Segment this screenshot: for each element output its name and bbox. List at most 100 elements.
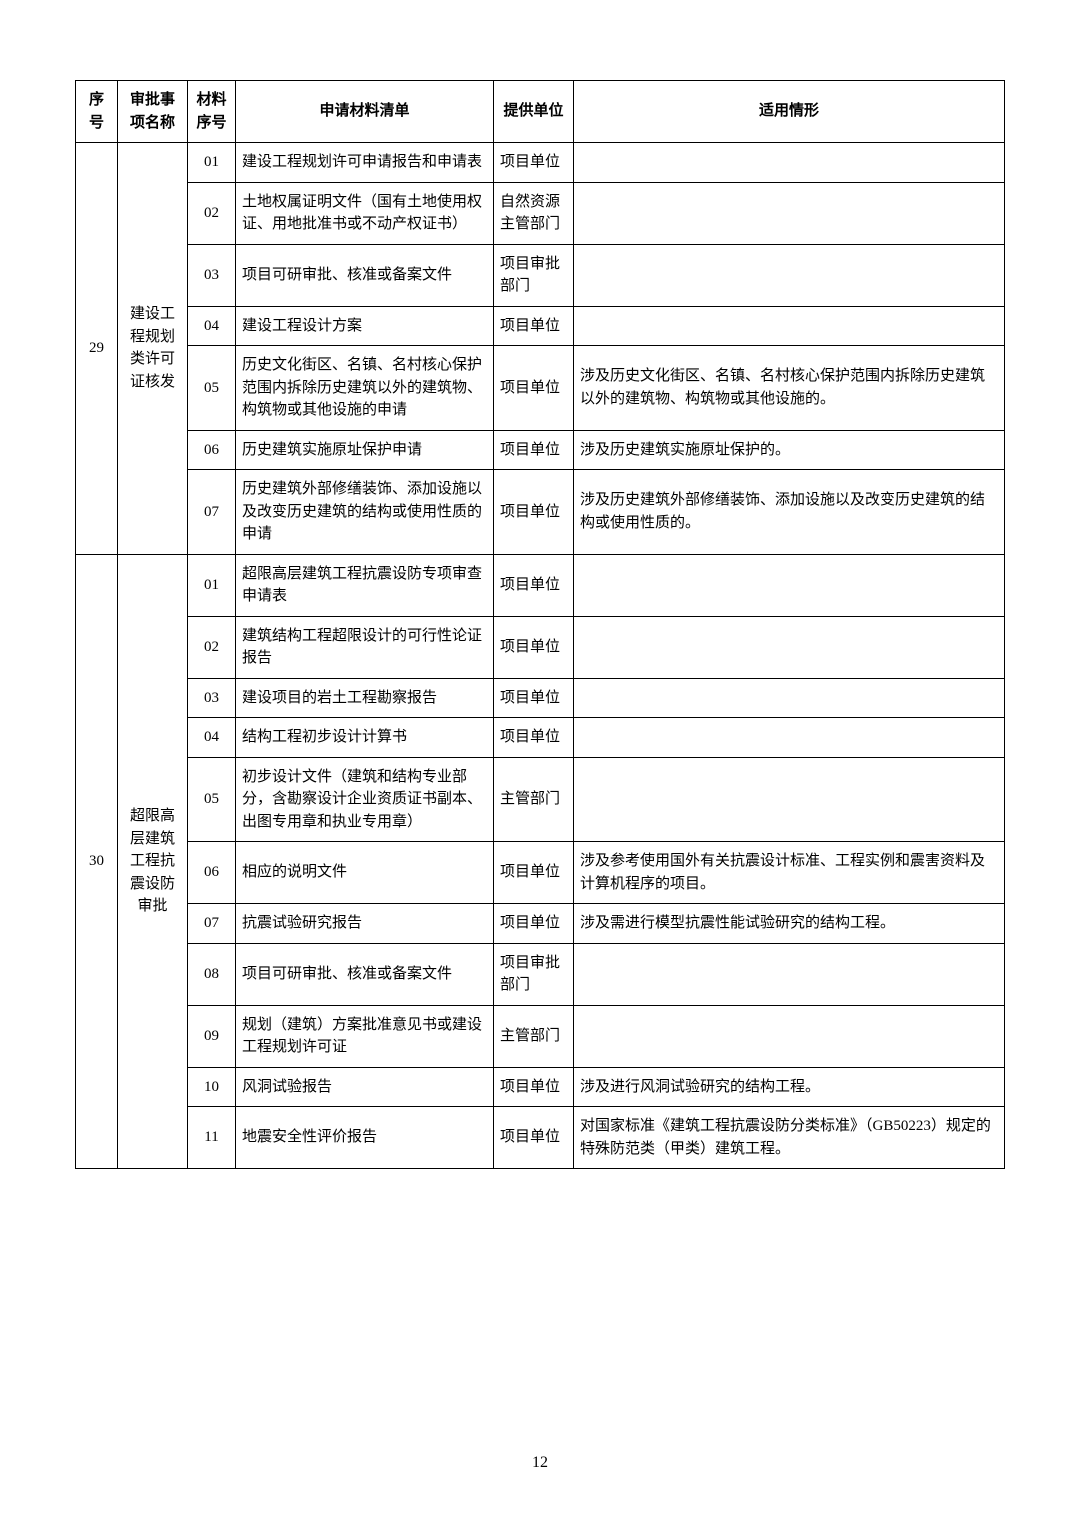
cell-matseq: 04 bbox=[188, 718, 236, 758]
approval-materials-table: 序号 审批事项名称 材料序号 申请材料清单 提供单位 适用情形 29建设工程规划… bbox=[75, 80, 1005, 1169]
cell-matseq: 04 bbox=[188, 306, 236, 346]
table-row: 02建筑结构工程超限设计的可行性论证报告项目单位 bbox=[76, 616, 1005, 678]
cell-unit: 项目单位 bbox=[494, 904, 574, 944]
header-seq: 序号 bbox=[76, 81, 118, 143]
cell-list: 初步设计文件（建筑和结构专业部分，含勘察设计企业资质证书副本、出图专用章和执业专… bbox=[236, 757, 494, 842]
cell-apply bbox=[574, 143, 1005, 183]
cell-unit: 项目审批部门 bbox=[494, 943, 574, 1005]
cell-matseq: 11 bbox=[188, 1107, 236, 1169]
table-row: 07抗震试验研究报告项目单位涉及需进行模型抗震性能试验研究的结构工程。 bbox=[76, 904, 1005, 944]
table-row: 03项目可研审批、核准或备案文件项目审批部门 bbox=[76, 244, 1005, 306]
table-row: 08项目可研审批、核准或备案文件项目审批部门 bbox=[76, 943, 1005, 1005]
cell-list: 项目可研审批、核准或备案文件 bbox=[236, 943, 494, 1005]
cell-matseq: 02 bbox=[188, 616, 236, 678]
cell-list: 建设工程规划许可申请报告和申请表 bbox=[236, 143, 494, 183]
table-row: 03建设项目的岩土工程勘察报告项目单位 bbox=[76, 678, 1005, 718]
cell-seq: 30 bbox=[76, 554, 118, 1169]
table-row: 07历史建筑外部修缮装饰、添加设施以及改变历史建筑的结构或使用性质的申请项目单位… bbox=[76, 470, 1005, 555]
cell-unit: 项目单位 bbox=[494, 306, 574, 346]
cell-list: 历史建筑外部修缮装饰、添加设施以及改变历史建筑的结构或使用性质的申请 bbox=[236, 470, 494, 555]
table-row: 29建设工程规划类许可证核发01建设工程规划许可申请报告和申请表项目单位 bbox=[76, 143, 1005, 183]
cell-matseq: 07 bbox=[188, 470, 236, 555]
cell-list: 历史文化街区、名镇、名村核心保护范围内拆除历史建筑以外的建筑物、构筑物或其他设施… bbox=[236, 346, 494, 431]
cell-unit: 项目单位 bbox=[494, 1067, 574, 1107]
header-apply: 适用情形 bbox=[574, 81, 1005, 143]
cell-matseq: 01 bbox=[188, 554, 236, 616]
cell-list: 建筑结构工程超限设计的可行性论证报告 bbox=[236, 616, 494, 678]
cell-unit: 项目单位 bbox=[494, 470, 574, 555]
cell-apply bbox=[574, 554, 1005, 616]
cell-list: 相应的说明文件 bbox=[236, 842, 494, 904]
cell-matseq: 03 bbox=[188, 244, 236, 306]
cell-matseq: 07 bbox=[188, 904, 236, 944]
cell-list: 项目可研审批、核准或备案文件 bbox=[236, 244, 494, 306]
cell-unit: 项目单位 bbox=[494, 678, 574, 718]
cell-unit: 项目单位 bbox=[494, 718, 574, 758]
cell-unit: 主管部门 bbox=[494, 1005, 574, 1067]
cell-list: 地震安全性评价报告 bbox=[236, 1107, 494, 1169]
table-row: 02土地权属证明文件（国有土地使用权证、用地批准书或不动产权证书）自然资源主管部… bbox=[76, 182, 1005, 244]
table-row: 05初步设计文件（建筑和结构专业部分，含勘察设计企业资质证书副本、出图专用章和执… bbox=[76, 757, 1005, 842]
cell-apply: 涉及进行风洞试验研究的结构工程。 bbox=[574, 1067, 1005, 1107]
table-row: 06历史建筑实施原址保护申请项目单位涉及历史建筑实施原址保护的。 bbox=[76, 430, 1005, 470]
cell-matseq: 06 bbox=[188, 842, 236, 904]
cell-item: 超限高层建筑工程抗震设防审批 bbox=[118, 554, 188, 1169]
header-unit: 提供单位 bbox=[494, 81, 574, 143]
cell-unit: 项目单位 bbox=[494, 842, 574, 904]
cell-list: 抗震试验研究报告 bbox=[236, 904, 494, 944]
cell-list: 规划（建筑）方案批准意见书或建设工程规划许可证 bbox=[236, 1005, 494, 1067]
cell-apply bbox=[574, 943, 1005, 1005]
table-row: 06相应的说明文件项目单位涉及参考使用国外有关抗震设计标准、工程实例和震害资料及… bbox=[76, 842, 1005, 904]
table-row: 10风洞试验报告项目单位涉及进行风洞试验研究的结构工程。 bbox=[76, 1067, 1005, 1107]
cell-apply bbox=[574, 244, 1005, 306]
cell-list: 历史建筑实施原址保护申请 bbox=[236, 430, 494, 470]
cell-apply: 涉及历史建筑实施原址保护的。 bbox=[574, 430, 1005, 470]
cell-list: 结构工程初步设计计算书 bbox=[236, 718, 494, 758]
cell-unit: 主管部门 bbox=[494, 757, 574, 842]
table-header-row: 序号 审批事项名称 材料序号 申请材料清单 提供单位 适用情形 bbox=[76, 81, 1005, 143]
cell-matseq: 06 bbox=[188, 430, 236, 470]
table-row: 04结构工程初步设计计算书项目单位 bbox=[76, 718, 1005, 758]
cell-matseq: 08 bbox=[188, 943, 236, 1005]
cell-apply bbox=[574, 182, 1005, 244]
header-item: 审批事项名称 bbox=[118, 81, 188, 143]
cell-matseq: 10 bbox=[188, 1067, 236, 1107]
cell-unit: 项目单位 bbox=[494, 616, 574, 678]
cell-matseq: 03 bbox=[188, 678, 236, 718]
table-row: 05历史文化街区、名镇、名村核心保护范围内拆除历史建筑以外的建筑物、构筑物或其他… bbox=[76, 346, 1005, 431]
cell-matseq: 09 bbox=[188, 1005, 236, 1067]
cell-list: 建设工程设计方案 bbox=[236, 306, 494, 346]
cell-apply bbox=[574, 757, 1005, 842]
cell-unit: 自然资源主管部门 bbox=[494, 182, 574, 244]
cell-apply bbox=[574, 678, 1005, 718]
cell-apply bbox=[574, 718, 1005, 758]
cell-matseq: 01 bbox=[188, 143, 236, 183]
cell-unit: 项目单位 bbox=[494, 143, 574, 183]
page-number: 12 bbox=[0, 1454, 1080, 1472]
cell-list: 建设项目的岩土工程勘察报告 bbox=[236, 678, 494, 718]
cell-matseq: 05 bbox=[188, 757, 236, 842]
cell-apply: 涉及需进行模型抗震性能试验研究的结构工程。 bbox=[574, 904, 1005, 944]
table-row: 04建设工程设计方案项目单位 bbox=[76, 306, 1005, 346]
cell-apply: 涉及历史文化街区、名镇、名村核心保护范围内拆除历史建筑以外的建筑物、构筑物或其他… bbox=[574, 346, 1005, 431]
cell-matseq: 02 bbox=[188, 182, 236, 244]
cell-apply: 涉及历史建筑外部修缮装饰、添加设施以及改变历史建筑的结构或使用性质的。 bbox=[574, 470, 1005, 555]
cell-item: 建设工程规划类许可证核发 bbox=[118, 143, 188, 555]
cell-apply: 对国家标准《建筑工程抗震设防分类标准》（GB50223）规定的特殊防范类（甲类）… bbox=[574, 1107, 1005, 1169]
cell-unit: 项目单位 bbox=[494, 430, 574, 470]
table-row: 11地震安全性评价报告项目单位对国家标准《建筑工程抗震设防分类标准》（GB502… bbox=[76, 1107, 1005, 1169]
cell-unit: 项目审批部门 bbox=[494, 244, 574, 306]
cell-unit: 项目单位 bbox=[494, 346, 574, 431]
cell-unit: 项目单位 bbox=[494, 1107, 574, 1169]
cell-apply: 涉及参考使用国外有关抗震设计标准、工程实例和震害资料及计算机程序的项目。 bbox=[574, 842, 1005, 904]
cell-seq: 29 bbox=[76, 143, 118, 555]
cell-list: 超限高层建筑工程抗震设防专项审查申请表 bbox=[236, 554, 494, 616]
cell-list: 风洞试验报告 bbox=[236, 1067, 494, 1107]
table-row: 30超限高层建筑工程抗震设防审批01超限高层建筑工程抗震设防专项审查申请表项目单… bbox=[76, 554, 1005, 616]
cell-list: 土地权属证明文件（国有土地使用权证、用地批准书或不动产权证书） bbox=[236, 182, 494, 244]
cell-unit: 项目单位 bbox=[494, 554, 574, 616]
cell-apply bbox=[574, 306, 1005, 346]
cell-apply bbox=[574, 616, 1005, 678]
table-row: 09规划（建筑）方案批准意见书或建设工程规划许可证主管部门 bbox=[76, 1005, 1005, 1067]
table-body: 29建设工程规划类许可证核发01建设工程规划许可申请报告和申请表项目单位02土地… bbox=[76, 143, 1005, 1169]
